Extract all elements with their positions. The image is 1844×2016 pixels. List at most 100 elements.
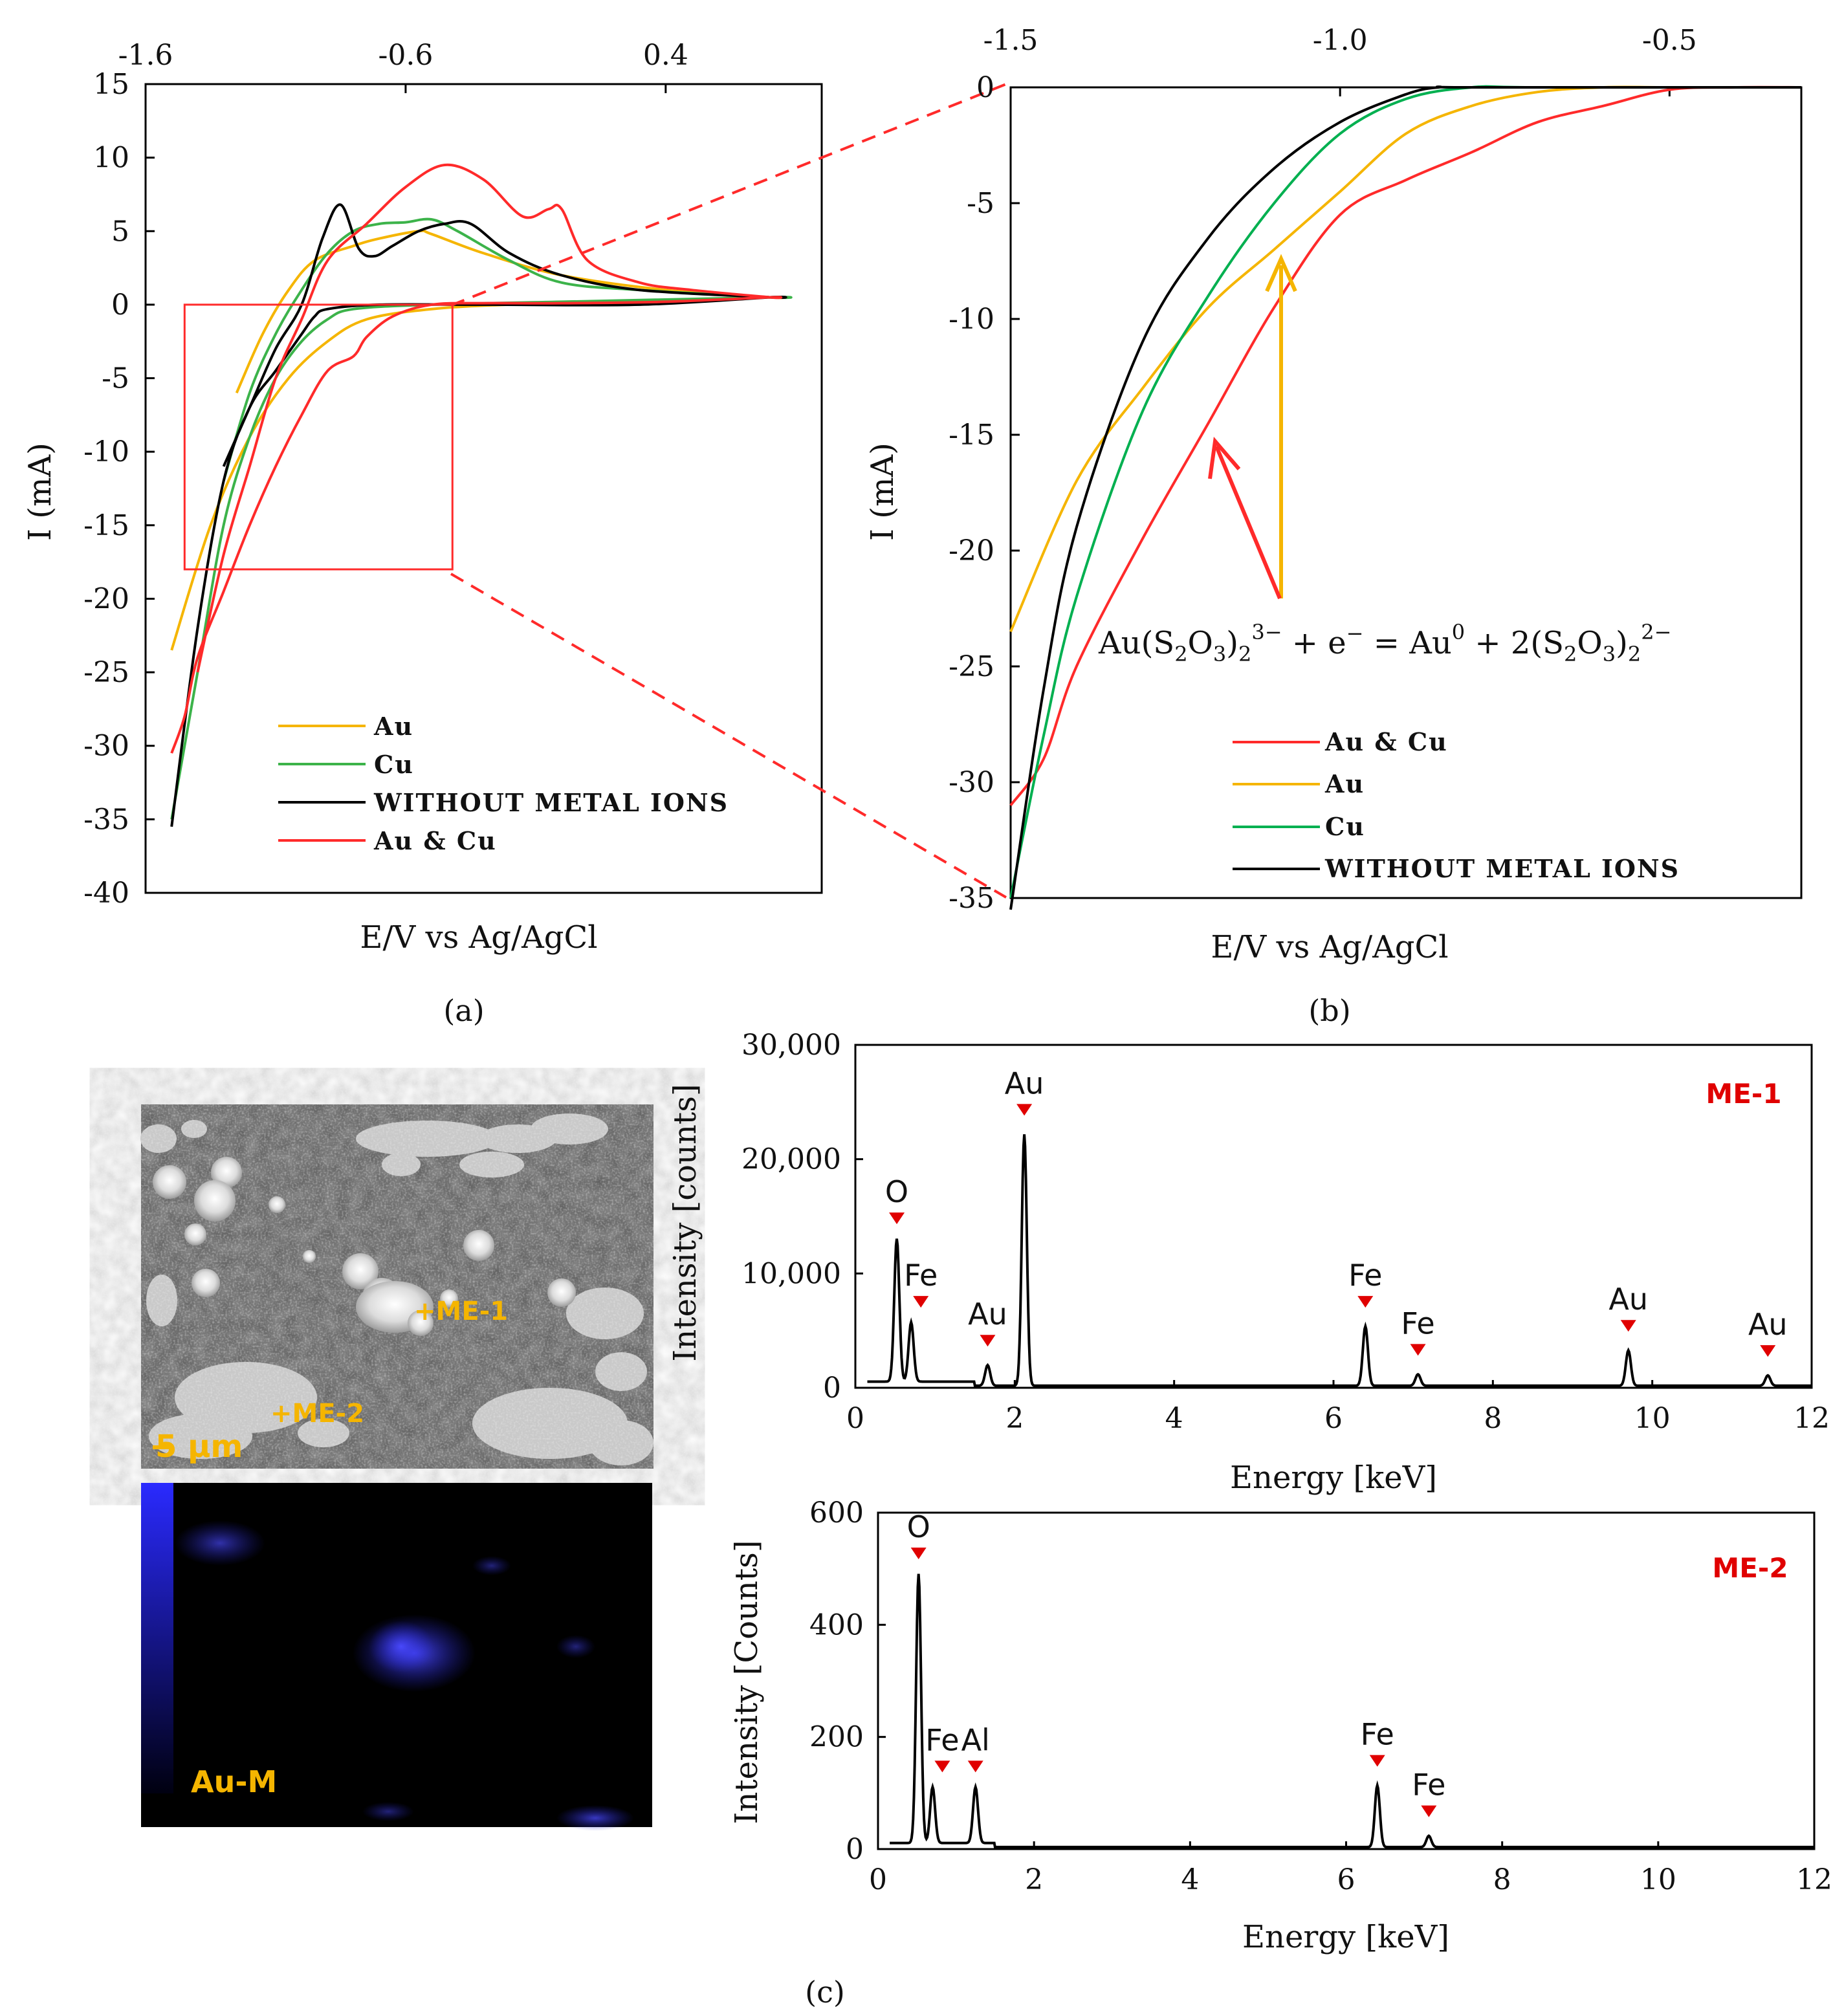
chart-c1-frame	[854, 1044, 1813, 1389]
chart-c1-ytick-label: 30,000	[741, 1029, 841, 1062]
chart-a-ytick-label: -20	[83, 582, 129, 615]
legend-b-label-aucu: Au & Cu	[1324, 727, 1448, 756]
chart-c1-tag: ME-1	[1706, 1078, 1781, 1110]
chart-a-ytick-label: 0	[111, 289, 129, 322]
chart-c1-peak-label: Au	[1748, 1307, 1788, 1342]
chart-c2-peak-label: Fe	[1361, 1717, 1394, 1752]
chart-b-series-line	[1009, 85, 1801, 910]
chart-c1-spectrum	[867, 1134, 1812, 1387]
chart-c1-xtick-label: 2	[1005, 1402, 1024, 1435]
chart-c1-xtick-label: 0	[846, 1402, 864, 1435]
chart-c1-peak-label: Au	[968, 1297, 1007, 1331]
chart-b-ytick-label: -10	[949, 303, 994, 336]
chart-a-ylabel: I (mA)	[22, 443, 58, 541]
chart-c1-peak-label: Fe	[1401, 1306, 1434, 1341]
chart-c1-ticks: 0 2 4 6 8 10 12 0 10,000 20,000 30,000	[741, 1029, 1830, 1435]
panel-a-label: (a)	[443, 993, 484, 1028]
chart-c1-peak-marker	[889, 1212, 905, 1225]
legend-b-label-au: Au	[1324, 769, 1365, 798]
chart-c1-peak-marker	[1760, 1345, 1776, 1357]
sem-label-me1: +ME-1	[414, 1297, 508, 1326]
chart-c1-peak-marker	[980, 1335, 996, 1347]
arrow-red	[1214, 445, 1282, 600]
chart-c1-peak-label: Fe	[904, 1258, 938, 1293]
chart-b-xtick-label: -1.0	[1313, 24, 1368, 57]
chart-c2-peak-label: O	[907, 1509, 930, 1544]
chart-c2-frame	[877, 1511, 1816, 1850]
chart-b-series-line	[1009, 85, 1802, 806]
sem-particles	[153, 1157, 576, 1336]
chart-c2-peak-marker	[934, 1760, 950, 1773]
chart-c2-xtick-label: 0	[869, 1863, 887, 1896]
chart-a-x-ticks: -1.6 -0.6 0.4	[118, 39, 688, 93]
legend-a-label-cu: Cu	[374, 750, 414, 779]
chart-b-ytick-label: -20	[949, 534, 994, 567]
chart-a-ytick-label: -25	[83, 656, 129, 689]
chart-b-xlabel: E/V vs Ag/AgCl	[1211, 929, 1448, 965]
chart-c2-peak-marker	[967, 1760, 983, 1773]
chart-c2-peak-marker	[910, 1548, 927, 1559]
chart-a-zoom-box	[183, 303, 454, 571]
chart-a-ytick-label: -30	[83, 730, 129, 763]
chart-a-ytick-label: -5	[102, 362, 129, 395]
chart-a-xtick-label: 0.4	[643, 39, 688, 72]
chart-c2-ytick-label: 400	[809, 1608, 864, 1641]
chart-c2-peak-label: Fe	[925, 1722, 959, 1757]
sem-label-me2: +ME-2	[270, 1399, 364, 1429]
chart-b-ytick-label: -35	[949, 882, 994, 915]
au-map: Au-M	[141, 1483, 652, 1831]
legend-a-label-aucu: Au & Cu	[373, 826, 497, 855]
chart-a-ytick-label: -40	[83, 877, 129, 910]
chart-a-ytick-label: 10	[93, 142, 129, 175]
legend-a-label-none: WITHOUT METAL IONS	[373, 788, 729, 817]
sem-scale-label: 5 µm	[155, 1429, 243, 1465]
chart-c2-tag: ME-2	[1712, 1552, 1788, 1584]
chart-c2-ytick-label: 200	[809, 1721, 864, 1754]
chart-c1: 0 2 4 6 8 10 12 0 10,000 20,000 30,000 O Fe Au Au Fe Fe…	[667, 1029, 1830, 1496]
chart-c1-peak-marker	[1620, 1320, 1636, 1332]
chart-b-series-line	[1009, 85, 1801, 899]
chart-c1-peak-label: Fe	[1348, 1258, 1382, 1293]
chart-b-y-ticks: 0 -5 -10 -15 -20 -25 -30 -35	[949, 71, 1020, 915]
chart-b-series-line	[1009, 85, 1801, 633]
chart-c1-ylabel: Intensity [counts]	[667, 1084, 703, 1361]
legend-b-label-none: WITHOUT METAL IONS	[1324, 854, 1680, 883]
chart-c2-xlabel: Energy [keV]	[1242, 1919, 1449, 1955]
chart-c1-peak-label: Au	[1608, 1282, 1648, 1317]
chart-b-ytick-label: -15	[949, 419, 994, 452]
chart-a-frame	[144, 83, 823, 894]
chart-c2-xtick-label: 6	[1337, 1863, 1356, 1896]
chart-a-y-ticks: 15 10 5 0 -5 -10 -15 -20 -25 -30 -35 -40	[83, 68, 155, 910]
chart-c2-ticks: 0 2 4 6 8 10 12 0 200 400 600	[809, 1496, 1832, 1896]
chart-b-xtick-label: -0.5	[1642, 24, 1697, 57]
chart-c2-peak-marker	[1421, 1805, 1437, 1817]
chart-c2-peak-label: Al	[961, 1722, 990, 1757]
chart-b-ytick-label: -30	[949, 766, 994, 799]
chart-a-ytick-label: -15	[83, 509, 129, 542]
chart-a-xlabel: E/V vs Ag/AgCl	[360, 919, 597, 956]
chart-c2-peak-marker	[1369, 1755, 1385, 1767]
legend-a-label-au: Au	[373, 712, 413, 741]
chart-c2-xtick-label: 2	[1025, 1863, 1043, 1896]
chart-c1-xtick-label: 12	[1794, 1402, 1830, 1435]
chart-b-legend: Au & Cu Au Cu WITHOUT METAL IONS	[1233, 727, 1680, 883]
panel-b-label: (b)	[1308, 993, 1350, 1028]
chart-b-ytick-label: 0	[976, 71, 994, 104]
chart-b-xtick-label: -1.5	[983, 24, 1038, 57]
sem-image: +ME-1 +ME-2 5 µm	[140, 1104, 653, 1469]
chart-c1-ytick-label: 0	[823, 1372, 841, 1405]
chart-c2-spectrum	[890, 1573, 1814, 1848]
chart-c1-peak-labels: O Fe Au Au Fe Fe Au Au	[885, 1066, 1788, 1357]
chart-b-x-ticks: -1.5 -1.0 -0.5	[983, 24, 1697, 96]
legend-b-label-cu: Cu	[1325, 812, 1365, 841]
chart-c1-peak-label: O	[885, 1174, 908, 1209]
reaction-equation: Au(S2O3)23− + e− = Au0 + 2(S2O3)22−	[1098, 620, 1671, 666]
chart-c1-xlabel: Energy [keV]	[1230, 1460, 1437, 1496]
au-map-label: Au-M	[191, 1764, 277, 1799]
chart-b-series	[1009, 85, 1802, 910]
chart-a-ytick-label: -10	[83, 435, 129, 468]
chart-a-series	[170, 163, 793, 827]
chart-a: -1.6 -0.6 0.4 15 10 5 0 -5 -10 -15 -20 -25 -30 -35 -4…	[22, 39, 823, 1028]
